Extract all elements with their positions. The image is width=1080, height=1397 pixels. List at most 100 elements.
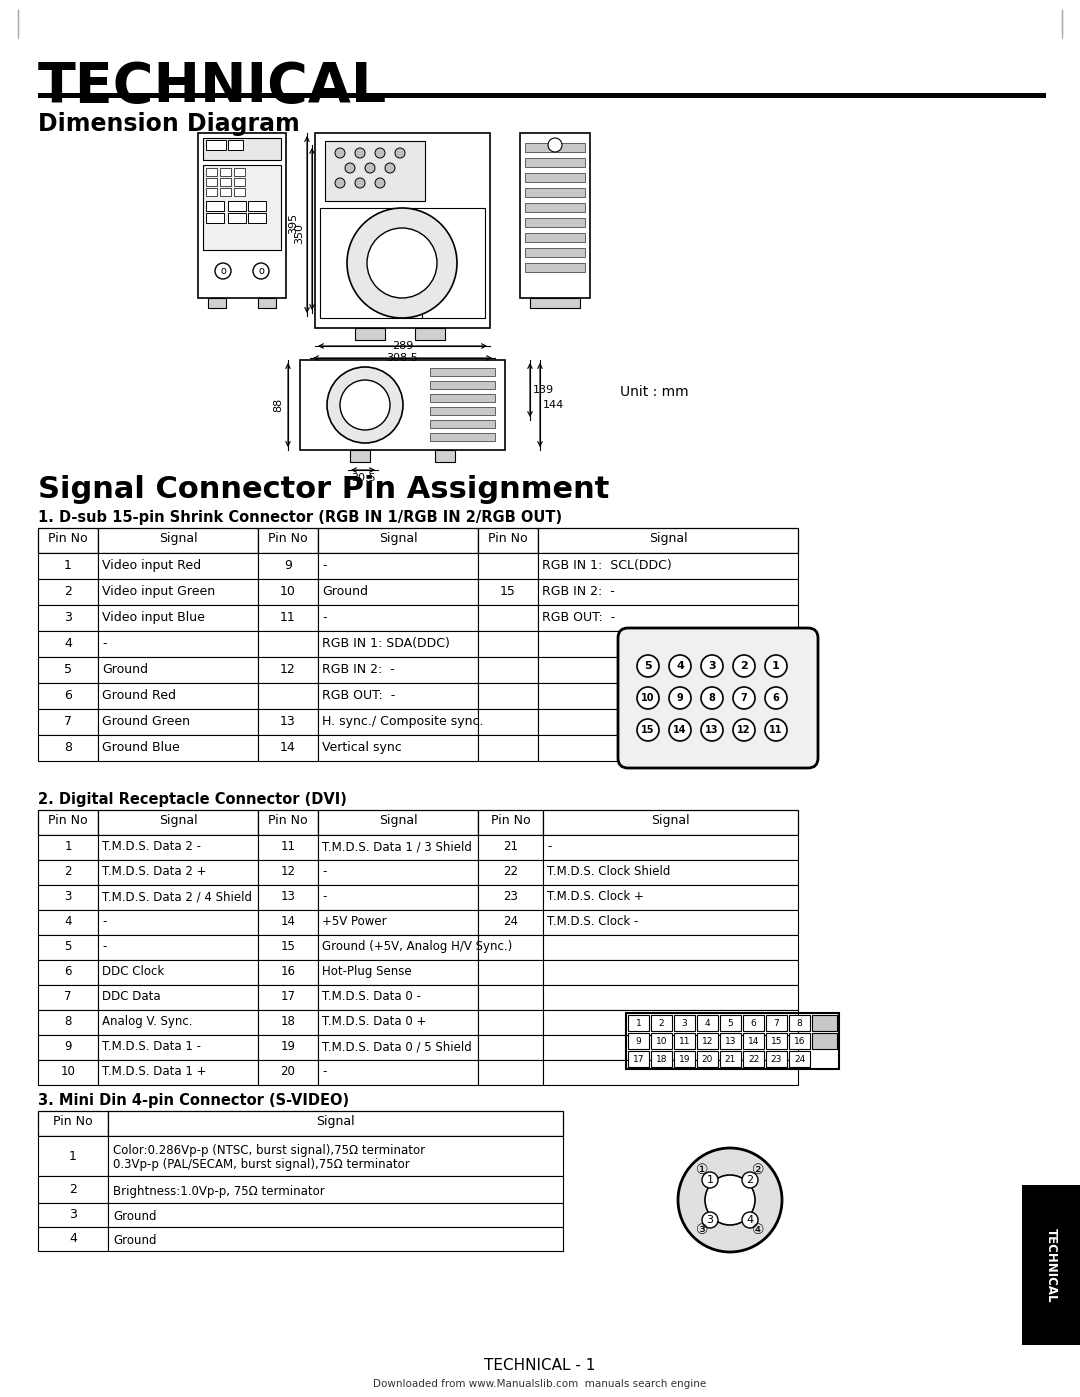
Text: 18: 18 — [281, 1016, 296, 1028]
Bar — [478, 735, 538, 761]
Text: 24: 24 — [794, 1055, 805, 1063]
Bar — [38, 861, 98, 886]
Text: 1: 1 — [64, 559, 72, 571]
Bar — [220, 189, 231, 196]
Bar — [538, 578, 798, 605]
Bar — [674, 1032, 696, 1049]
Text: -: - — [322, 610, 326, 624]
Bar — [525, 218, 585, 226]
Circle shape — [765, 655, 787, 678]
Text: 2: 2 — [746, 1175, 754, 1185]
Bar — [315, 133, 490, 328]
Circle shape — [395, 148, 405, 158]
Text: 0.3Vp-p (PAL/SECAM, burst signal),75Ω terminator: 0.3Vp-p (PAL/SECAM, burst signal),75Ω te… — [113, 1158, 409, 1171]
Text: 2: 2 — [740, 661, 747, 671]
Bar — [98, 553, 258, 578]
Bar — [525, 233, 585, 242]
Text: Unit : mm: Unit : mm — [620, 386, 689, 400]
Bar — [812, 1032, 837, 1049]
Circle shape — [253, 263, 269, 279]
Circle shape — [365, 163, 375, 173]
Text: 10: 10 — [642, 693, 654, 703]
Bar — [258, 657, 318, 683]
Text: 11: 11 — [769, 725, 783, 735]
Circle shape — [375, 148, 384, 158]
Bar — [430, 394, 495, 402]
Text: 23: 23 — [503, 890, 518, 902]
Bar — [627, 1016, 649, 1031]
Bar — [258, 1035, 318, 1060]
Bar — [478, 1035, 543, 1060]
Text: 9: 9 — [636, 1037, 642, 1045]
Text: T.M.D.S. Data 1 / 3 Shield: T.M.D.S. Data 1 / 3 Shield — [322, 840, 472, 854]
Text: Ground Green: Ground Green — [102, 715, 190, 728]
Bar — [220, 177, 231, 186]
Bar — [98, 631, 258, 657]
Circle shape — [347, 208, 457, 319]
Bar — [38, 578, 98, 605]
Bar — [543, 861, 798, 886]
Bar — [789, 1032, 810, 1049]
Text: 3: 3 — [69, 1208, 77, 1221]
Text: Video input Red: Video input Red — [102, 559, 201, 571]
Bar — [812, 1016, 837, 1031]
Circle shape — [742, 1213, 758, 1228]
Bar — [108, 1203, 563, 1227]
Text: 21: 21 — [503, 840, 518, 854]
Text: DDC Data: DDC Data — [102, 990, 161, 1003]
Text: Color:0.286Vp-p (NTSC, burst signal),75Ω terminator: Color:0.286Vp-p (NTSC, burst signal),75Ω… — [113, 1144, 426, 1157]
Text: Signal: Signal — [159, 532, 198, 545]
Text: 8: 8 — [708, 693, 715, 703]
Bar — [478, 553, 538, 578]
Text: 12: 12 — [280, 664, 296, 676]
Bar — [543, 886, 798, 909]
Bar — [108, 1111, 563, 1136]
Bar — [38, 886, 98, 909]
Bar — [98, 657, 258, 683]
Text: 10: 10 — [656, 1037, 667, 1045]
Text: TECHNICAL - 1: TECHNICAL - 1 — [484, 1358, 596, 1373]
Text: Brightness:1.0Vp-p, 75Ω terminator: Brightness:1.0Vp-p, 75Ω terminator — [113, 1185, 325, 1197]
Bar — [627, 1051, 649, 1067]
Bar — [98, 735, 258, 761]
Bar — [318, 578, 478, 605]
Text: 7: 7 — [64, 990, 71, 1003]
Bar — [538, 683, 798, 710]
Text: Signal: Signal — [159, 814, 198, 827]
Text: Signal: Signal — [651, 814, 690, 827]
Text: 3: 3 — [706, 1215, 714, 1225]
Bar — [38, 1227, 108, 1250]
Bar — [318, 683, 478, 710]
Bar — [228, 140, 243, 149]
Bar — [697, 1051, 718, 1067]
Bar — [98, 886, 258, 909]
Text: 5: 5 — [65, 940, 71, 953]
Bar — [98, 1010, 258, 1035]
Text: 3: 3 — [708, 661, 716, 671]
Bar — [98, 578, 258, 605]
Bar — [38, 1010, 98, 1035]
Bar — [228, 201, 246, 211]
Bar — [258, 835, 318, 861]
Bar — [206, 177, 217, 186]
Bar — [98, 1035, 258, 1060]
Text: 30.5: 30.5 — [351, 474, 376, 483]
Bar — [478, 605, 538, 631]
Bar — [430, 407, 495, 415]
Text: 8: 8 — [64, 740, 72, 754]
Text: T.M.D.S. Data 2 / 4 Shield: T.M.D.S. Data 2 / 4 Shield — [102, 890, 252, 902]
Text: 19: 19 — [678, 1055, 690, 1063]
Circle shape — [637, 687, 659, 710]
Text: Ground: Ground — [113, 1210, 157, 1222]
Text: Dimension Diagram: Dimension Diagram — [38, 112, 300, 136]
Bar — [766, 1016, 787, 1031]
Text: T.M.D.S. Data 1 +: T.M.D.S. Data 1 + — [102, 1065, 206, 1078]
Circle shape — [669, 719, 691, 740]
Bar — [478, 1060, 543, 1085]
Bar — [206, 168, 217, 176]
Text: 139: 139 — [534, 386, 554, 395]
Bar — [766, 1051, 787, 1067]
Bar — [478, 985, 543, 1010]
Bar — [543, 1060, 798, 1085]
Text: 144: 144 — [543, 400, 564, 409]
